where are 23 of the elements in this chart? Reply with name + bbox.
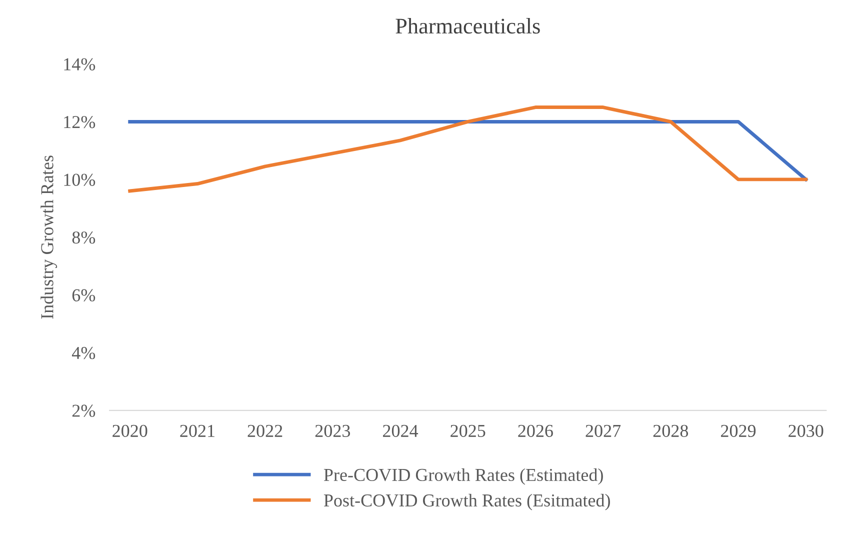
legend-label: Post-COVID Growth Rates (Esitmated) xyxy=(324,494,610,510)
y-axis-title: Industry Growth Rates xyxy=(40,156,58,319)
x-tick-label: 2024 xyxy=(383,424,418,438)
y-tick-label: 8% xyxy=(72,231,96,244)
x-tick-label: 2029 xyxy=(721,424,756,438)
y-tick-label: 2% xyxy=(72,404,96,417)
x-tick-label: 2022 xyxy=(248,424,282,438)
y-tick-label: 4% xyxy=(72,346,96,360)
y-tick-label: 6% xyxy=(72,289,96,302)
y-tick-label: 10% xyxy=(64,174,96,186)
x-tick-label: 2027 xyxy=(586,424,621,438)
x-tick-label: 2023 xyxy=(315,424,350,438)
chart-title: Pharmaceuticals xyxy=(396,18,540,34)
y-tick-label: 14% xyxy=(64,58,96,70)
x-tick-label: 2021 xyxy=(180,424,214,438)
x-tick-label: 2025 xyxy=(450,424,486,438)
legend-label: Pre-COVID Growth Rates (Estimated) xyxy=(324,468,603,485)
y-tick-label: 12% xyxy=(64,116,96,128)
x-tick-label: 2020 xyxy=(112,424,148,438)
x-tick-label: 2028 xyxy=(653,424,688,438)
x-tick-label: 2030 xyxy=(788,424,824,438)
x-tick-label: 2026 xyxy=(518,424,553,438)
line-series xyxy=(128,106,808,193)
